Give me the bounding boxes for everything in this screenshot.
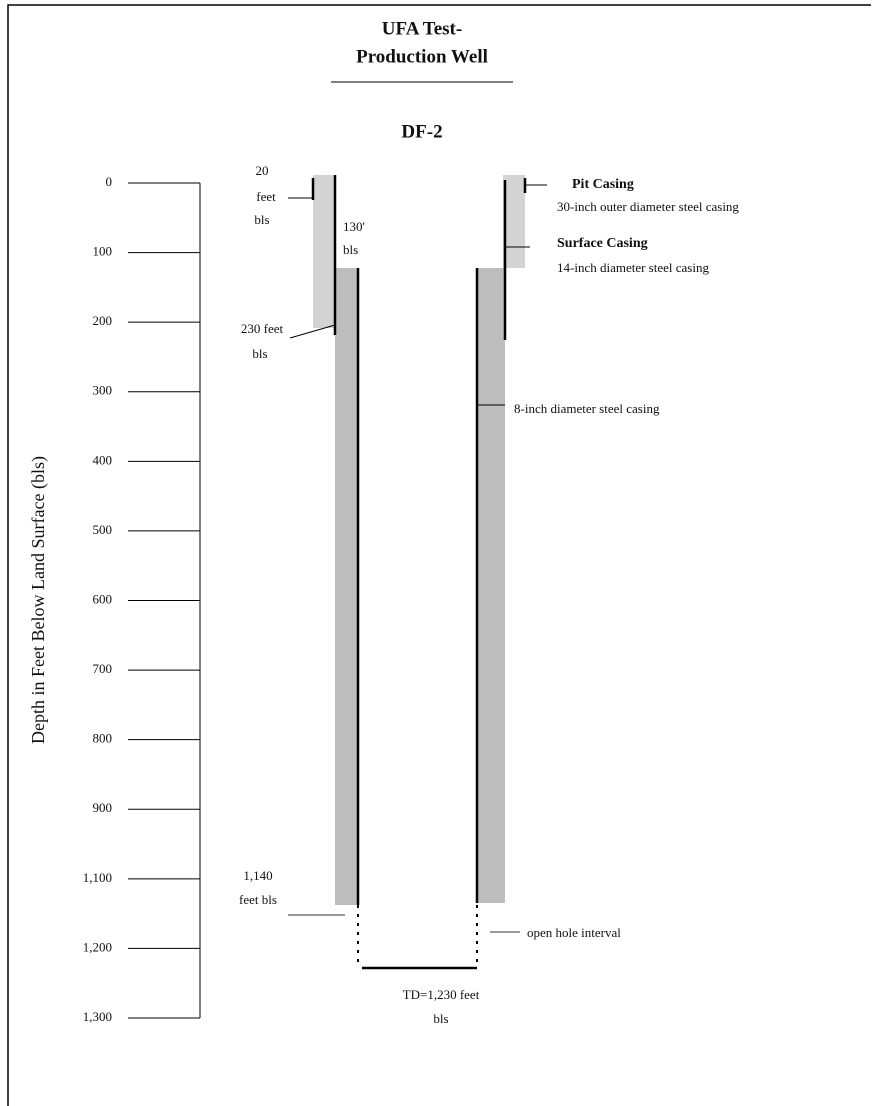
casing-grout: [335, 268, 358, 905]
axis-tick-label: 600: [93, 591, 113, 606]
leaders: [288, 184, 547, 406]
axis-tick-label: 1,200: [83, 939, 112, 954]
annotation: bls: [252, 346, 267, 361]
casing-description: 8-inch diameter steel casing: [514, 401, 660, 416]
axis-tick-label: 800: [93, 731, 113, 746]
annotation: 1,140: [243, 868, 272, 883]
axis-tick-label: 300: [93, 383, 113, 398]
axis-tick-label: 900: [93, 800, 113, 815]
axis-tick-label: 100: [93, 244, 113, 259]
casing-description: 30-inch outer diameter steel casing: [557, 199, 739, 214]
title: Production Well: [356, 46, 488, 67]
pit-grout: [313, 175, 335, 328]
casing-name: Pit Casing: [572, 177, 634, 192]
axis-tick-label: 400: [93, 452, 113, 467]
casing-description: 14-inch diameter steel casing: [557, 260, 709, 275]
axis-label: Depth in Feet Below Land Surface (bls): [28, 456, 49, 744]
axis-tick-label: 500: [93, 522, 113, 537]
annotation: 130': [343, 219, 365, 234]
annotation: feet bls: [239, 892, 277, 907]
annotation: bls: [433, 1011, 448, 1026]
axis-tick-label: 1,100: [83, 870, 112, 885]
casing-grout: [477, 268, 505, 903]
open-hole: [357, 905, 478, 968]
axis-tick-label: 1,300: [83, 1009, 112, 1024]
axis-ticks: 0 100 200 300 400 500 600 700 800 900 1,100 1,200 1,…: [83, 174, 200, 1024]
pit-grout: [503, 175, 525, 268]
annotation: open hole interval: [527, 925, 621, 940]
well-id: DF-2: [401, 121, 442, 142]
annotation: feet: [256, 189, 276, 204]
annotation: TD=1,230 feet: [403, 987, 480, 1002]
axis-tick-label: 0: [106, 174, 113, 189]
annotation: 20: [256, 163, 269, 178]
annotation: bls: [343, 242, 358, 257]
casing-name: Surface Casing: [557, 236, 648, 251]
axis-tick-label: 200: [93, 313, 113, 328]
casings: [311, 175, 527, 970]
leaders: [288, 914, 520, 933]
annotation: bls: [254, 212, 269, 227]
axis-tick-label: 700: [93, 661, 113, 676]
annotation: 230 feet: [241, 321, 284, 336]
title: UFA Test-: [382, 18, 462, 39]
frame: [7, 4, 871, 1106]
